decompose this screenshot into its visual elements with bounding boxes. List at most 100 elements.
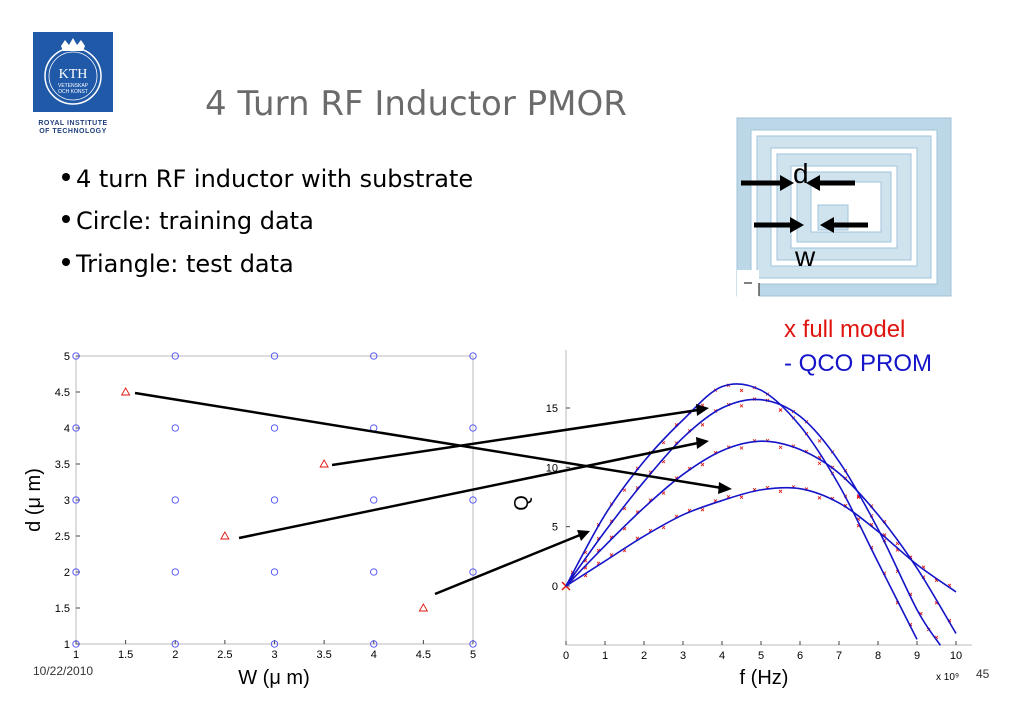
training-point [171,424,179,432]
chart1-ytick-label: 5 [64,351,70,363]
chart2-xtick-label: 9 [914,650,920,662]
inset-arrowhead [780,175,794,191]
page-number: 45 [976,667,990,681]
chart2-xtick-label: 8 [875,650,881,662]
mapping-arrow [434,533,581,596]
full-model-marker [817,439,822,443]
logo-caption-line2: OF TECHNOLOGY [39,128,107,135]
bullet-item: 4 turn RF inductor with substrate [62,165,473,193]
mapping-arrow [238,441,699,540]
full-model-marker [778,445,783,450]
full-model-marker [700,423,705,427]
bullet-text: Circle: training data [76,207,314,235]
test-point [418,603,429,612]
mapping-arrows [134,391,732,596]
training-point [72,352,80,360]
training-point [370,352,378,360]
chart1-ytick-label: 2.5 [55,531,70,543]
slide-title: 4 Turn RF Inductor PMOR [205,84,627,124]
full-model-marker [817,496,822,500]
inset-arrowhead [806,175,820,191]
bullet-text: Triangle: test data [76,250,294,278]
chart2-xtick-label: 0 [563,650,569,662]
full-model-marker [622,488,627,492]
chart1-xtick-label: 3.5 [316,649,331,661]
test-point [120,387,131,396]
chart1-xtick-label: 3 [271,649,277,661]
chart2-xtick-label: 5 [758,650,764,662]
chart2-ytick-label: 10 [546,462,558,474]
mapping-arrowhead [696,437,709,449]
chart2-xtick-label: 2 [641,650,647,662]
chart1-xtick-label: 1 [73,649,79,661]
full-model-marker [739,446,744,450]
chart1-xtick-label: 1.5 [118,649,133,661]
chart2-x-multiplier: x 10⁹ [936,672,959,683]
training-point [171,352,179,360]
test-point [319,459,329,468]
inset-arrowhead [820,217,834,233]
inset-label-d: d [793,158,809,189]
test-point [220,531,230,540]
training-point [270,352,279,360]
chart1-ytick-label: 1 [64,639,70,651]
inductor-inset: d w [736,117,952,300]
q-curve [565,383,918,640]
chart1-xtick-label: 2.5 [217,649,232,661]
chart1-ytick-label: 3.5 [55,459,70,471]
training-point [469,496,477,504]
mapping-arrowhead [718,482,732,494]
training-point [469,352,477,360]
training-point [270,640,279,648]
q-curve [565,440,957,634]
chart1-xtick-label: 4.5 [416,649,431,661]
chart2-ytick-label: 5 [552,522,558,534]
full-model-marker [739,388,744,393]
full-model-marker [700,462,705,467]
logo-sub2: OCH KONST [58,89,88,95]
training-point [469,568,477,576]
bullet-text: 4 turn RF inductor with substrate [76,165,474,193]
training-point [469,640,477,648]
design-space-chart: 1 1.5 2 2.5 3 3.5 4 4.5 5 1 1.5 2 2.5 3 3.5 4 4.5 5 d (μ … [23,351,477,689]
bullet-item: Circle: training data [62,207,314,235]
full-model-marker [817,461,822,466]
training-point [171,640,179,648]
training-point [270,424,279,432]
mapping-arrowhead [577,530,590,541]
chart1-ytick-label: 4 [64,423,70,435]
inset-arrowhead [790,217,804,233]
chart2-xlabel: f (Hz) [740,667,789,689]
logo-crest-icon: KTH VETENSKAP OCH KONST [44,38,102,105]
logo-sub1: VETENSKAP [58,83,89,89]
kth-logo: KTH VETENSKAP OCH KONST [33,32,113,112]
slide-date: 10/22/2010 [33,664,94,678]
training-point [171,568,179,576]
mapping-arrow [134,391,723,490]
training-point [370,568,378,576]
legend-full-model: x full model [784,316,906,343]
training-point [270,496,279,504]
chart1-frame [75,355,474,645]
training-point [469,424,477,432]
logo-caption: ROYAL INSTITUTE OF TECHNOLOGY [18,120,128,136]
bullet-dot-icon [62,215,70,223]
chart1-ytick-label: 4.5 [55,387,70,399]
training-point [72,568,80,576]
full-model-marker [661,525,666,530]
chart2-ytick-label: 15 [546,403,558,415]
chart2-xtick-label: 4 [719,650,725,662]
mapping-arrowhead [696,404,709,416]
training-point [270,568,279,576]
full-model-marker [739,404,744,408]
logo-caption-line1: ROYAL INSTITUTE [38,120,108,127]
full-model-marker [778,489,783,494]
chart1-ytick-label: 3 [64,495,70,507]
chart2-ylabel: Q [511,495,533,511]
full-model-marker [739,495,744,500]
chart1-ytick-label: 1.5 [55,603,70,615]
chart1-ylabel: d (μ m) [23,468,45,532]
bullet-item: Triangle: test data [62,250,294,278]
chart2-xtick-label: 7 [836,650,842,662]
